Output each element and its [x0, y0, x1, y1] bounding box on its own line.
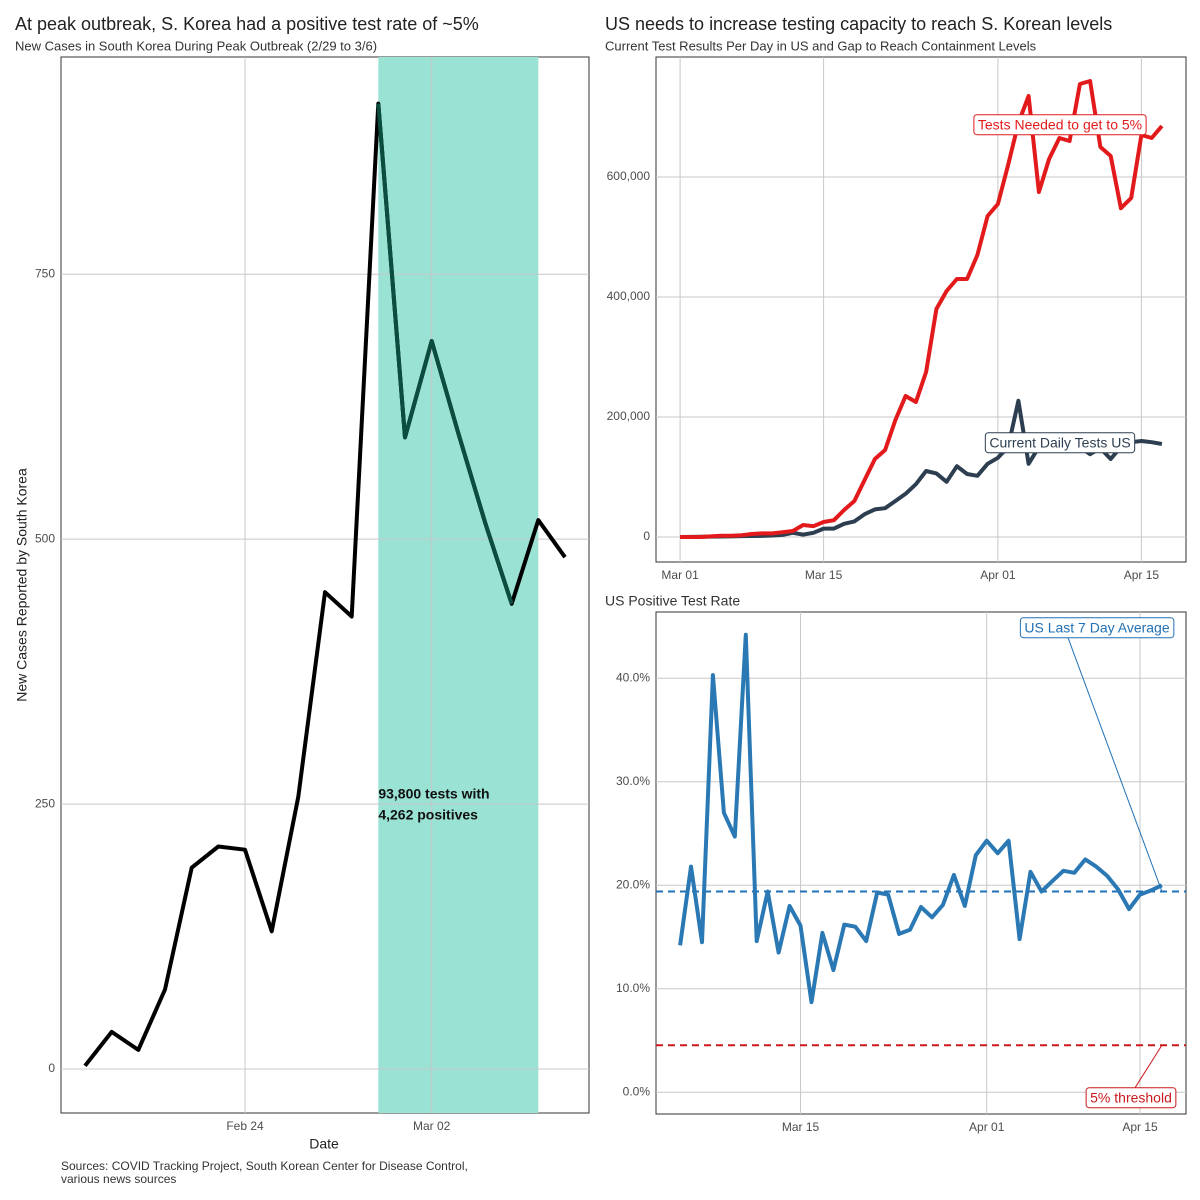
y-tick-label: 750 [35, 266, 55, 280]
y-tick-label: 0 [643, 529, 650, 543]
y-tick-label: 40.0% [616, 670, 650, 684]
x-tick-label: Mar 02 [413, 1119, 451, 1133]
annotation-leader [1134, 1045, 1163, 1088]
chart-subtitle: Current Test Results Per Day in US and G… [605, 38, 1037, 53]
y-tick-label: 200,000 [607, 409, 651, 423]
chart-subtitle: New Cases in South Korea During Peak Out… [15, 38, 377, 53]
highlight-band [378, 57, 539, 1113]
x-tick-label: Mar 01 [661, 568, 699, 582]
x-tick-label: Feb 24 [226, 1119, 264, 1133]
x-tick-label: Apr 15 [1122, 1120, 1158, 1134]
x-tick-label: Apr 01 [969, 1120, 1005, 1134]
chart-title: At peak outbreak, S. Korea had a positiv… [15, 14, 479, 34]
y-tick-label: 10.0% [616, 981, 650, 995]
x-tick-label: Mar 15 [805, 568, 843, 582]
x-tick-label: Mar 15 [782, 1120, 820, 1134]
plot-panel [655, 611, 1187, 1115]
y-tick-label: 600,000 [607, 169, 651, 183]
annotation: 93,800 tests with [378, 786, 489, 802]
y-axis-title: New Cases Reported by South Korea [14, 468, 30, 702]
x-tick-label: Apr 01 [980, 568, 1016, 582]
annotation-label: Current Daily Tests US [989, 435, 1130, 451]
data-line [680, 79, 1164, 539]
x-axis-title: Date [309, 1136, 339, 1152]
annotation-label: 5% threshold [1090, 1090, 1172, 1106]
source-note: Sources: COVID Tracking Project, South K… [61, 1159, 468, 1173]
annotation-box [973, 114, 1147, 136]
data-line [678, 632, 1163, 1005]
annotation-label: Tests Needed to get to 5% [978, 117, 1142, 133]
annotation: 4,262 positives [378, 807, 478, 823]
chart-title: US needs to increase testing capacity to… [605, 14, 1112, 34]
annotation-box [1085, 1087, 1177, 1109]
y-tick-label: 400,000 [607, 289, 651, 303]
chart-title: US Positive Test Rate [605, 593, 740, 609]
y-tick-label: 30.0% [616, 774, 650, 788]
annotation-box [1019, 617, 1175, 639]
annotation-box [984, 432, 1136, 454]
y-tick-label: 500 [35, 531, 55, 545]
annotation-leader [1067, 637, 1163, 892]
y-tick-label: 0 [48, 1061, 55, 1075]
y-tick-label: 20.0% [616, 877, 650, 891]
y-tick-label: 0.0% [623, 1084, 651, 1098]
source-note: various news sources [61, 1172, 176, 1186]
x-tick-label: Apr 15 [1124, 568, 1160, 582]
y-tick-label: 250 [35, 796, 55, 810]
data-line-highlight [376, 103, 514, 605]
annotation-label: US Last 7 Day Average [1024, 620, 1169, 636]
